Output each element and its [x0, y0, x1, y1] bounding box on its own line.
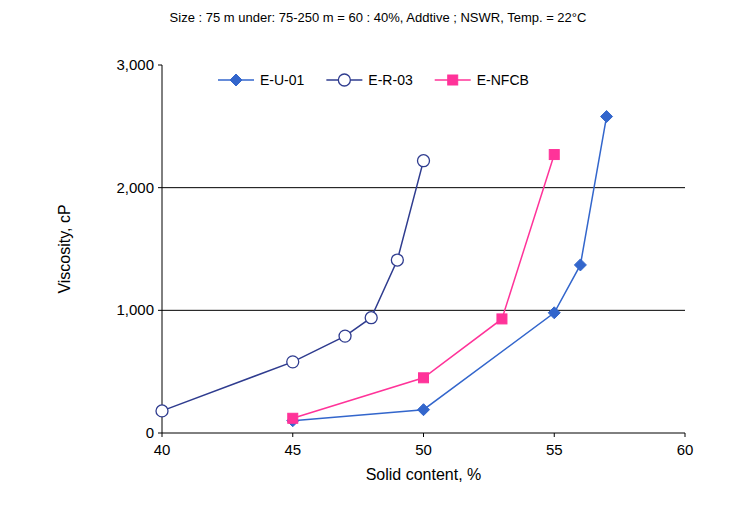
- y-tick: [158, 187, 162, 188]
- grid-line: [162, 187, 685, 188]
- x-tick-label: 55: [546, 441, 563, 458]
- legend-marker: [230, 74, 242, 86]
- point: [287, 356, 299, 368]
- point: [548, 307, 560, 319]
- title: Size : 75 m under: 75-250 m = 60 : 40%, …: [170, 10, 587, 25]
- point: [156, 405, 168, 417]
- y-tick-label: 3,000: [116, 56, 154, 73]
- y-tick-label: 1,000: [116, 301, 154, 318]
- y-axis: [162, 65, 163, 433]
- point: [601, 111, 613, 123]
- point: [391, 254, 403, 266]
- point: [497, 314, 507, 324]
- grid-line: [162, 310, 685, 311]
- plot-area: [156, 111, 613, 427]
- point: [288, 413, 298, 423]
- x-tick: [554, 433, 555, 437]
- legend-label: E-NFCB: [477, 72, 529, 88]
- legend: E-U-01 E-R-03 E-NFCB: [218, 72, 529, 88]
- point: [574, 259, 586, 271]
- series-line: [293, 117, 607, 421]
- x-tick: [685, 433, 686, 437]
- legend-marker: [448, 75, 458, 85]
- point: [339, 330, 351, 342]
- x-tick: [292, 433, 293, 437]
- x-tick-label: 45: [284, 441, 301, 458]
- x-tick-label: 40: [154, 441, 171, 458]
- chart: Size : 75 m under: 75-250 m = 60 : 40%, …: [0, 0, 756, 511]
- point: [418, 155, 430, 167]
- legend-label: E-R-03: [368, 72, 413, 88]
- x-tick: [423, 433, 424, 437]
- x-tick: [162, 433, 163, 437]
- series-line: [293, 155, 555, 419]
- series-line: [162, 161, 424, 411]
- y-tick: [158, 310, 162, 311]
- y-tick: [158, 65, 162, 66]
- legend-marker: [338, 74, 350, 86]
- x-axis-label: Solid content, %: [366, 466, 482, 483]
- y-tick-label: 0: [146, 424, 154, 441]
- point: [418, 404, 430, 416]
- x-axis: [162, 433, 685, 434]
- y-tick: [158, 433, 162, 434]
- y-axis-label: Viscosity, cP: [56, 204, 73, 293]
- x-tick-label: 60: [677, 441, 694, 458]
- point: [365, 312, 377, 324]
- point: [549, 150, 559, 160]
- legend-label: E-U-01: [260, 72, 305, 88]
- y-tick-label: 2,000: [116, 179, 154, 196]
- point: [419, 373, 429, 383]
- x-tick-label: 50: [415, 441, 432, 458]
